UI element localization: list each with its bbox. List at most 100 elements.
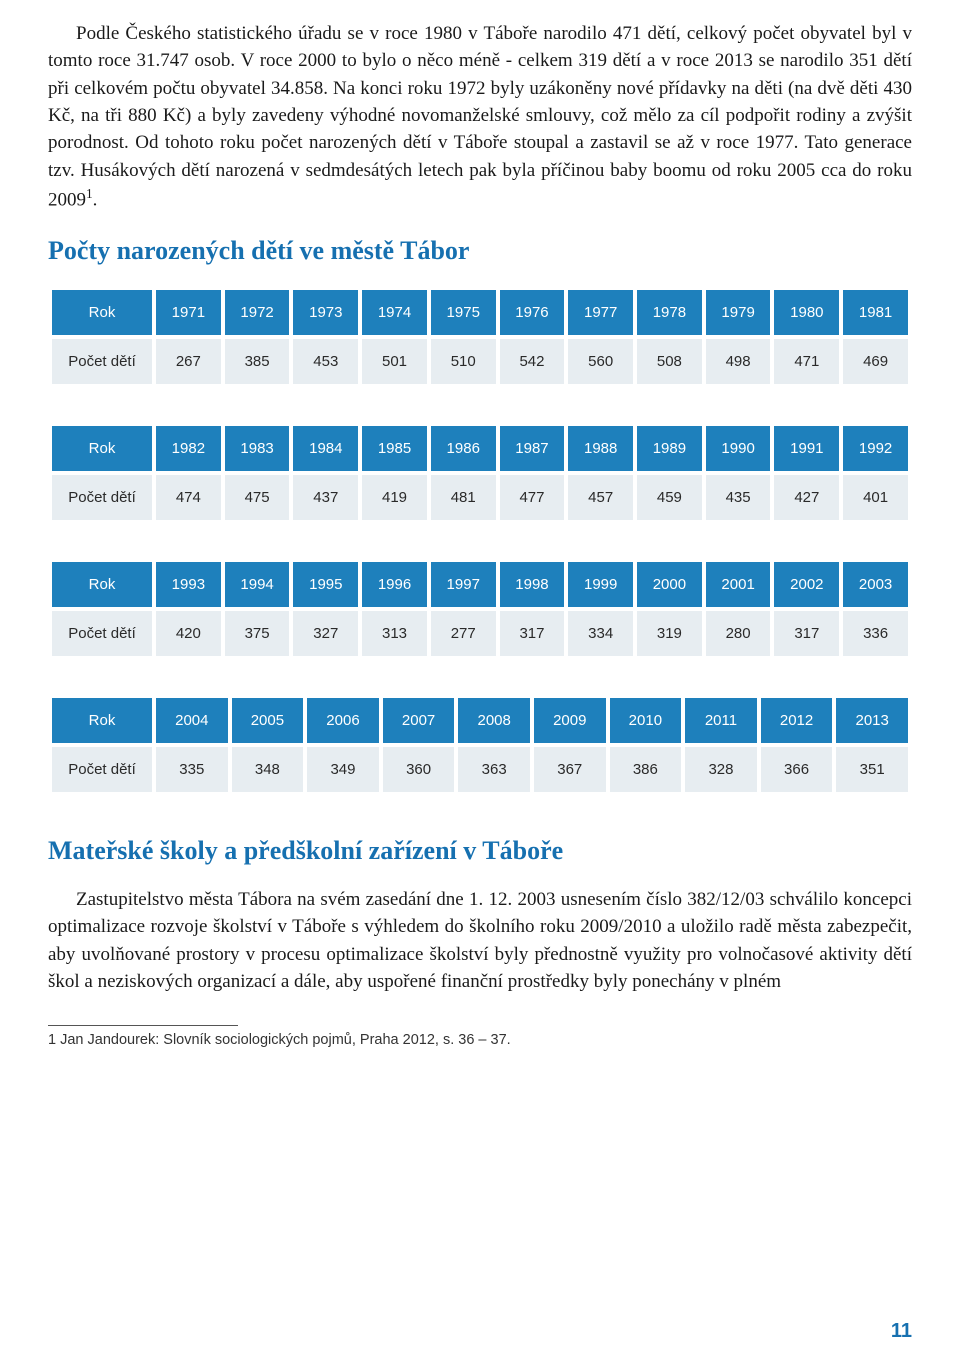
table-year-cell: 1998 (500, 562, 565, 607)
table-year-cell: 1990 (706, 426, 771, 471)
table-year-cell: 1973 (293, 290, 358, 335)
table-count-cell: 469 (843, 339, 908, 384)
table-year-cell: 1980 (774, 290, 839, 335)
table-year-cell: 1993 (156, 562, 221, 607)
birth-table-3: Rok1993199419951996199719981999200020012… (48, 558, 912, 660)
table-count-cell: 367 (534, 747, 606, 792)
table-year-cell: 2005 (232, 698, 304, 743)
table-year-cell: 1999 (568, 562, 633, 607)
footnote-rule (48, 1025, 238, 1026)
intro-paragraph: Podle Českého statistického úřadu se v r… (48, 20, 912, 214)
table-count-cell: 501 (362, 339, 427, 384)
table-count-cell: 427 (774, 475, 839, 520)
table-year-cell: 2009 (534, 698, 606, 743)
table-year-cell: 2007 (383, 698, 455, 743)
table-count-cell: 420 (156, 611, 221, 656)
table-year-cell: 2010 (610, 698, 682, 743)
table-count-cell: 328 (685, 747, 757, 792)
footnote-marker: 1 (86, 186, 93, 201)
footnote-text: 1 Jan Jandourek: Slovník sociologických … (48, 1032, 912, 1048)
table-count-cell: 336 (843, 611, 908, 656)
table-year-cell: 1989 (637, 426, 702, 471)
table-count-cell: 363 (458, 747, 530, 792)
intro-suffix: . (93, 189, 98, 210)
page-number: 11 (891, 1320, 912, 1343)
table-count-cell: 453 (293, 339, 358, 384)
table-count-header: Počet dětí (52, 611, 152, 656)
table-year-header: Rok (52, 562, 152, 607)
table-count-cell: 319 (637, 611, 702, 656)
kindergartens-paragraph: Zastupitelstvo města Tábora na svém zase… (48, 886, 912, 995)
table-year-cell: 1988 (568, 426, 633, 471)
table-count-cell: 477 (500, 475, 565, 520)
table-year-cell: 1984 (293, 426, 358, 471)
table-year-header: Rok (52, 698, 152, 743)
table-year-cell: 2008 (458, 698, 530, 743)
table-count-cell: 471 (774, 339, 839, 384)
table-year-cell: 2012 (761, 698, 833, 743)
table-count-cell: 327 (293, 611, 358, 656)
table-year-cell: 2011 (685, 698, 757, 743)
table-year-cell: 2001 (706, 562, 771, 607)
table-count-cell: 280 (706, 611, 771, 656)
table-year-cell: 1996 (362, 562, 427, 607)
table-count-cell: 542 (500, 339, 565, 384)
table-year-cell: 1977 (568, 290, 633, 335)
table-year-cell: 1992 (843, 426, 908, 471)
tables-container: Rok1971197219731974197519761977197819791… (48, 286, 912, 796)
table-year-cell: 1986 (431, 426, 496, 471)
table-year-cell: 1972 (225, 290, 290, 335)
table-count-cell: 375 (225, 611, 290, 656)
table-year-cell: 1982 (156, 426, 221, 471)
table-year-cell: 1991 (774, 426, 839, 471)
table-count-cell: 366 (761, 747, 833, 792)
table-year-cell: 1985 (362, 426, 427, 471)
table-year-cell: 2000 (637, 562, 702, 607)
table-count-cell: 360 (383, 747, 455, 792)
table-year-cell: 1976 (500, 290, 565, 335)
table-count-header: Počet dětí (52, 339, 152, 384)
table-count-cell: 348 (232, 747, 304, 792)
table-count-cell: 457 (568, 475, 633, 520)
table-count-cell: 401 (843, 475, 908, 520)
table-year-cell: 1975 (431, 290, 496, 335)
table-year-cell: 1997 (431, 562, 496, 607)
table-year-cell: 2013 (836, 698, 908, 743)
table-year-cell: 1971 (156, 290, 221, 335)
table-count-cell: 481 (431, 475, 496, 520)
table-count-cell: 459 (637, 475, 702, 520)
table-count-cell: 317 (774, 611, 839, 656)
table-count-cell: 435 (706, 475, 771, 520)
table-count-cell: 351 (836, 747, 908, 792)
table-count-cell: 335 (156, 747, 228, 792)
table-count-cell: 386 (610, 747, 682, 792)
table-count-cell: 277 (431, 611, 496, 656)
table-count-cell: 475 (225, 475, 290, 520)
table-count-cell: 498 (706, 339, 771, 384)
table-year-cell: 1983 (225, 426, 290, 471)
table-year-cell: 1994 (225, 562, 290, 607)
table-count-cell: 267 (156, 339, 221, 384)
table-count-cell: 385 (225, 339, 290, 384)
table-count-cell: 437 (293, 475, 358, 520)
table-year-header: Rok (52, 426, 152, 471)
table-count-header: Počet dětí (52, 475, 152, 520)
table-year-cell: 2006 (307, 698, 379, 743)
table-year-cell: 1995 (293, 562, 358, 607)
table-count-cell: 419 (362, 475, 427, 520)
table-count-cell: 313 (362, 611, 427, 656)
kindergartens-title: Mateřské školy a předškolní zařízení v T… (48, 836, 912, 866)
table-count-cell: 560 (568, 339, 633, 384)
table-year-header: Rok (52, 290, 152, 335)
table-count-cell: 349 (307, 747, 379, 792)
table-year-cell: 1987 (500, 426, 565, 471)
birth-table-1: Rok1971197219731974197519761977197819791… (48, 286, 912, 388)
table-year-cell: 1974 (362, 290, 427, 335)
table-year-cell: 2004 (156, 698, 228, 743)
table-count-cell: 334 (568, 611, 633, 656)
table-count-cell: 510 (431, 339, 496, 384)
table-count-header: Počet dětí (52, 747, 152, 792)
table-year-cell: 1979 (706, 290, 771, 335)
table-year-cell: 1978 (637, 290, 702, 335)
table-year-cell: 1981 (843, 290, 908, 335)
